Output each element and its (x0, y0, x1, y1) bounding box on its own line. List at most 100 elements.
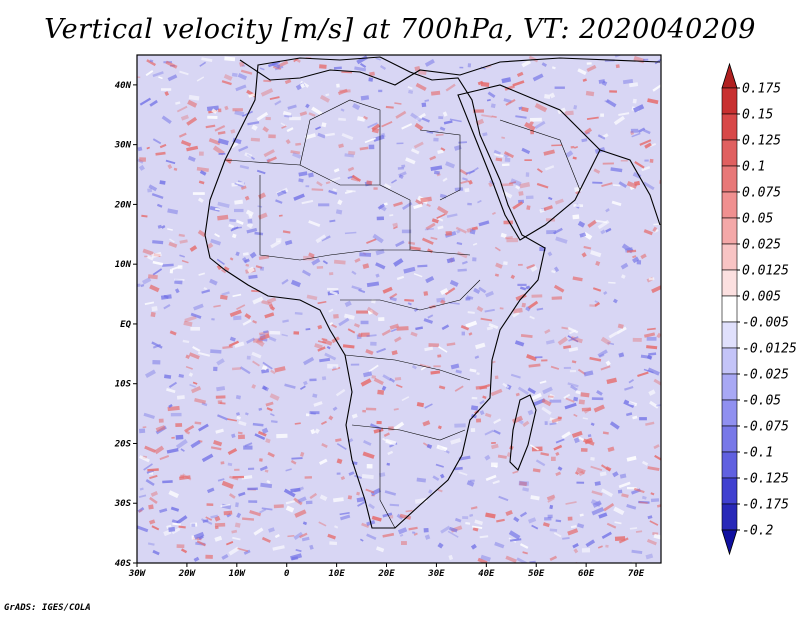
velocity-speckle (351, 285, 362, 291)
velocity-speckle (357, 116, 366, 122)
velocity-speckle (389, 296, 397, 302)
velocity-speckle (591, 490, 603, 496)
velocity-speckle (383, 432, 390, 437)
velocity-speckle (410, 331, 418, 337)
velocity-speckle (551, 144, 562, 147)
velocity-speckle (650, 492, 655, 496)
velocity-speckle (394, 336, 402, 343)
velocity-speckle (185, 366, 193, 370)
velocity-speckle (346, 189, 356, 193)
velocity-speckle (375, 546, 385, 553)
velocity-speckle (501, 183, 514, 187)
velocity-speckle (155, 151, 166, 156)
velocity-speckle (148, 184, 158, 192)
velocity-speckle (337, 199, 343, 206)
velocity-speckle (608, 331, 618, 339)
india-coastline (599, 149, 661, 226)
velocity-speckle (510, 538, 522, 542)
velocity-speckle (159, 455, 170, 461)
velocity-speckle (360, 95, 370, 101)
velocity-speckle (186, 145, 199, 152)
velocity-speckle (199, 61, 207, 67)
velocity-speckle (278, 214, 283, 217)
velocity-speckle (261, 427, 269, 434)
velocity-speckle (637, 371, 649, 377)
velocity-speckle (522, 551, 528, 555)
velocity-speckle (539, 380, 547, 384)
velocity-speckle (649, 158, 654, 163)
velocity-speckle (167, 164, 173, 170)
velocity-speckle (250, 137, 260, 142)
velocity-speckle (159, 508, 168, 513)
velocity-speckle (310, 412, 316, 415)
velocity-speckle (622, 79, 634, 85)
velocity-speckle (215, 395, 226, 399)
velocity-speckle (424, 346, 434, 352)
velocity-speckle (242, 252, 249, 256)
velocity-speckle (544, 165, 555, 171)
colorbar-label: 0.15 (742, 108, 773, 123)
velocity-speckle (193, 556, 200, 562)
velocity-speckle (284, 383, 296, 389)
velocity-speckle (192, 346, 201, 352)
velocity-speckle (362, 451, 375, 459)
velocity-speckle (519, 182, 531, 189)
velocity-speckle (185, 354, 191, 360)
velocity-speckle (468, 332, 473, 336)
europe-coastline (239, 57, 661, 86)
lon-tick-label: 70E (628, 569, 645, 579)
velocity-speckle (245, 263, 250, 267)
velocity-speckle (139, 487, 144, 491)
velocity-speckle (398, 174, 404, 180)
velocity-speckle (201, 289, 211, 294)
velocity-speckle (643, 229, 653, 236)
velocity-speckle (572, 214, 580, 220)
velocity-speckle (196, 166, 209, 173)
velocity-speckle (505, 236, 513, 240)
velocity-speckle (276, 433, 288, 439)
velocity-speckle (500, 232, 507, 239)
velocity-speckle (502, 382, 510, 389)
velocity-speckle (248, 274, 258, 280)
velocity-speckle (376, 347, 386, 354)
velocity-speckle (602, 162, 614, 165)
velocity-speckle (495, 262, 503, 269)
velocity-speckle (467, 202, 472, 206)
velocity-speckle (206, 503, 214, 507)
velocity-speckle (329, 272, 334, 276)
velocity-speckle (439, 126, 446, 132)
velocity-speckle (415, 82, 427, 92)
velocity-speckle (176, 544, 185, 549)
velocity-speckle (262, 126, 270, 133)
velocity-speckle (391, 350, 398, 356)
velocity-speckle (631, 549, 643, 554)
velocity-speckle (644, 159, 649, 162)
velocity-speckle (536, 168, 543, 174)
velocity-speckle (613, 115, 625, 126)
velocity-speckle (647, 98, 659, 105)
velocity-speckle (356, 310, 368, 314)
velocity-speckle (446, 213, 458, 218)
velocity-speckle (336, 83, 340, 88)
velocity-speckle (335, 209, 343, 215)
velocity-speckle (344, 313, 355, 320)
velocity-speckle (332, 188, 337, 192)
velocity-speckle (565, 150, 574, 158)
velocity-speckle (591, 397, 604, 401)
velocity-speckle (616, 326, 627, 335)
velocity-speckle (488, 323, 499, 330)
velocity-speckle (389, 515, 394, 519)
velocity-speckle (433, 170, 440, 175)
velocity-speckle (653, 229, 659, 233)
velocity-speckle (152, 268, 163, 276)
velocity-speckle (137, 76, 141, 79)
velocity-speckle (449, 526, 458, 533)
velocity-speckle (357, 332, 363, 338)
velocity-speckle (285, 138, 291, 145)
velocity-speckle (331, 323, 338, 329)
velocity-speckle (424, 403, 433, 409)
velocity-speckle (202, 519, 209, 523)
velocity-speckle (473, 287, 481, 295)
velocity-speckle (285, 468, 292, 472)
